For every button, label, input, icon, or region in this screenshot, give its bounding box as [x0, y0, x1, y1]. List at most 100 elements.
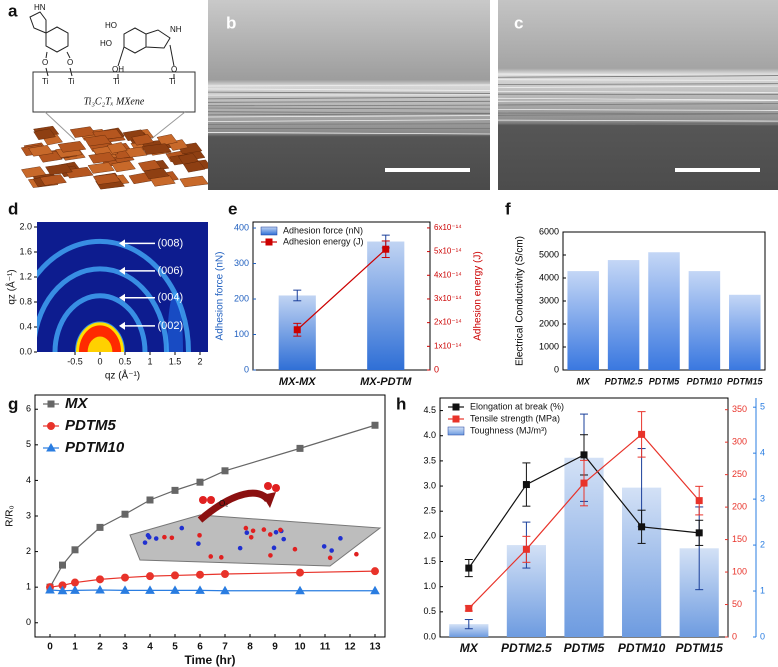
y-tick-label: 4.5 [423, 405, 436, 415]
y-tick-label: 2.0 [423, 531, 436, 541]
dot [268, 553, 273, 558]
y-tick-label: 100 [732, 566, 747, 576]
annotation: (006) [158, 265, 184, 277]
layer [497, 97, 778, 101]
x-tick-label: 0 [97, 356, 102, 366]
marker [221, 467, 229, 475]
flake [64, 166, 94, 179]
panel-letter: c [514, 13, 523, 32]
x-tick-label: MX-MX [279, 376, 316, 388]
y-tick-label: 0 [26, 617, 31, 627]
marker [295, 585, 305, 595]
arrow-head [119, 321, 125, 330]
flake [88, 152, 116, 164]
y-tick-label: 0.4 [19, 321, 32, 331]
x-tick-label: 1 [147, 356, 152, 366]
marker [57, 585, 68, 595]
layer [497, 103, 778, 106]
flake [87, 162, 115, 174]
flake [28, 145, 54, 157]
marker [382, 245, 390, 253]
marker [221, 570, 229, 579]
marker [171, 486, 179, 494]
x-tick-label: 6 [197, 642, 203, 653]
x-tick-label: PDTM2.5 [501, 641, 552, 655]
dot [219, 555, 224, 560]
marker [522, 481, 530, 489]
legend-label: Adhesion energy (J) [283, 236, 364, 246]
y-tick-label: 300 [732, 437, 747, 447]
y-tick-label: 0 [554, 364, 559, 374]
x-tick-label: 1.5 [169, 356, 182, 366]
ring [52, 293, 148, 352]
x-tick-label: PDTM15 [676, 641, 724, 655]
dot [208, 554, 214, 559]
y-tick-label: 400 [234, 222, 249, 232]
bar [688, 271, 721, 370]
dot [153, 536, 159, 541]
flake [21, 166, 47, 178]
y-tick-label: 150 [732, 534, 747, 544]
x-tick-label: PDTM10 [687, 376, 723, 386]
marker [170, 585, 180, 594]
dot [197, 533, 202, 538]
layer [207, 100, 491, 103]
flake [45, 163, 73, 176]
marker [465, 564, 473, 572]
y-tick-label: 4000 [539, 272, 559, 282]
y-tick-label: 4 [26, 475, 31, 485]
y-tick-label: 3.0 [423, 480, 436, 490]
layer [497, 79, 778, 81]
flake [57, 141, 87, 153]
ring [37, 266, 169, 352]
bar [648, 252, 680, 370]
y-axis-label: Electrical Conductivity (S/cm) [515, 236, 526, 366]
panel-letter: h [396, 394, 406, 413]
x-tick-label: 9 [272, 642, 278, 653]
dot [196, 541, 201, 546]
dot [142, 540, 148, 545]
y-tick-label: 0.5 [423, 606, 436, 616]
y-tick-label: 2 [26, 546, 31, 556]
x-tick-label: 3 [122, 642, 128, 653]
atom-label: O [67, 58, 73, 67]
legend-swatch [260, 226, 278, 236]
dot [327, 555, 333, 561]
marker [121, 573, 129, 582]
panel-letter: a [8, 1, 18, 20]
y-tick-label: 2x10⁻¹⁴ [434, 318, 462, 327]
marker [120, 585, 130, 594]
marker [146, 572, 154, 581]
flake [83, 134, 112, 147]
y-tick-label: 2.5 [423, 506, 436, 516]
flake [131, 134, 155, 146]
marker [96, 575, 104, 584]
marker [196, 478, 204, 486]
y-tick-label: 0 [732, 631, 737, 641]
dot [271, 545, 277, 551]
y-tick-label: 2000 [539, 318, 559, 328]
flake [143, 167, 170, 180]
x-tick-label: 7 [222, 642, 228, 653]
y-tick-label: 5 [760, 402, 765, 412]
layer [497, 85, 778, 88]
y-tick-label: 1.6 [19, 246, 32, 256]
legend-marker [47, 422, 55, 430]
marker [121, 510, 129, 518]
panel-letter: g [8, 394, 18, 413]
y-tick-label: 100 [234, 329, 249, 339]
marker [370, 585, 380, 595]
bar [367, 241, 405, 370]
atom-label: HN [34, 3, 46, 12]
arrow-head [119, 293, 125, 302]
legend-marker [452, 403, 460, 411]
x-tick-label: PDTM5 [649, 376, 680, 386]
caption: Ti₃C₂Tₓ MXene [84, 96, 145, 107]
legend-marker [47, 400, 55, 408]
layer [497, 109, 778, 111]
y-tick-label: 1 [760, 585, 765, 595]
atom-label: Ti [42, 77, 49, 86]
layers [497, 73, 778, 126]
layer [207, 132, 491, 135]
